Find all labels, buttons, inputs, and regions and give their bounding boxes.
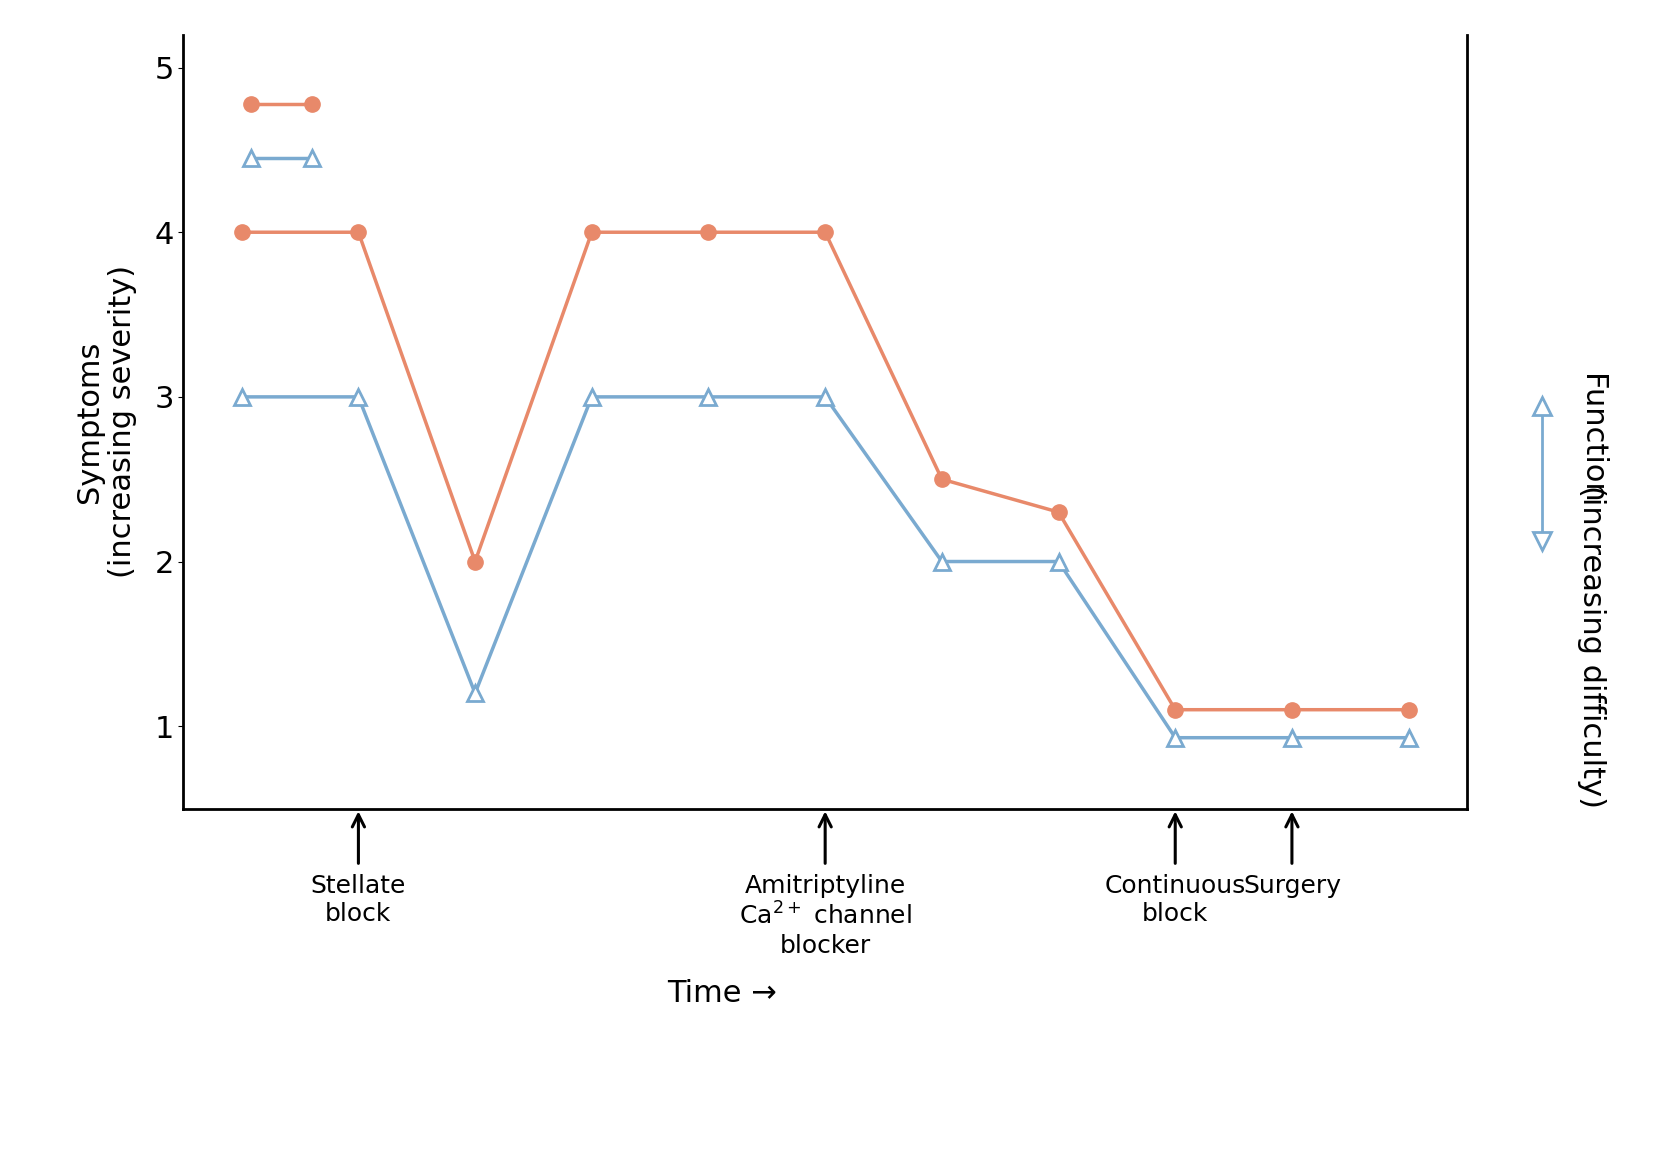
- Text: Surgery: Surgery: [1244, 874, 1340, 899]
- Text: Amitriptyline
$\mathrm{Ca}^{2+}$ channel
blocker: Amitriptyline $\mathrm{Ca}^{2+}$ channel…: [738, 874, 912, 957]
- Text: (increasing difficulty): (increasing difficulty): [1577, 485, 1607, 808]
- Y-axis label: Symptoms
(increasing severity): Symptoms (increasing severity): [75, 264, 137, 579]
- Text: Stellate
block: Stellate block: [310, 874, 407, 926]
- Text: Function: Function: [1577, 374, 1607, 504]
- Text: Continuous
block: Continuous block: [1105, 874, 1245, 926]
- Text: Time →: Time →: [667, 978, 777, 1008]
